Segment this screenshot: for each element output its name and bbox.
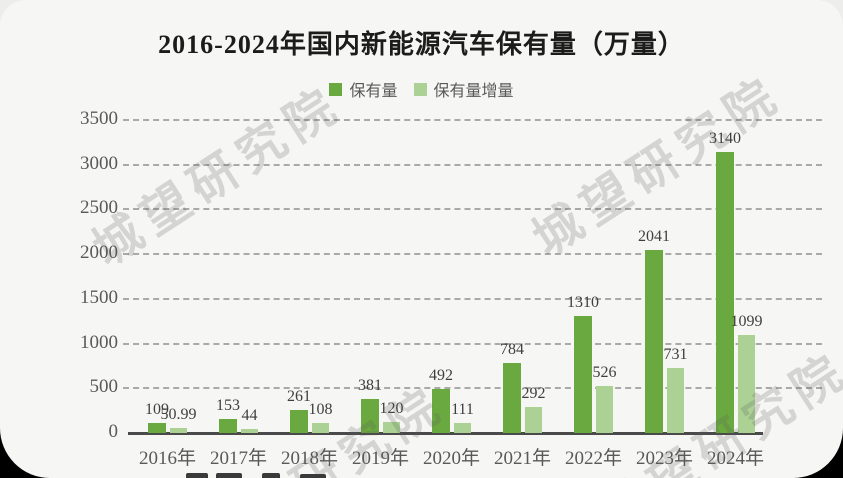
bar-value-label: 731 xyxy=(663,345,688,363)
legend-label: 保有量 xyxy=(349,83,398,100)
cropped-text-fragment xyxy=(186,473,208,478)
bar-保有量增量-2018年 xyxy=(312,423,329,433)
x-tick-label: 2021年 xyxy=(493,448,552,469)
chart-legend: 保有量 保有量增量 xyxy=(0,77,843,101)
y-tick-label: 3500 xyxy=(80,108,118,129)
bar-保有量增量-2022年 xyxy=(596,385,613,433)
bar-value-label: 492 xyxy=(429,367,453,384)
bar-value-label: 292 xyxy=(521,384,546,402)
gridline-2000 xyxy=(123,253,822,256)
bar-保有量增量-2016年 xyxy=(170,428,187,433)
bar-保有量增量-2023年 xyxy=(667,367,684,433)
y-tick-label: 2500 xyxy=(80,197,118,219)
bar-value-label: 120 xyxy=(379,400,404,418)
y-tick-label: 3000 xyxy=(80,152,118,174)
gridline-500 xyxy=(123,387,822,390)
cropped-text-fragment xyxy=(262,473,280,478)
bar-保有量-2019年 xyxy=(361,398,379,433)
bar-保有量-2023年 xyxy=(645,250,663,433)
y-tick-label: 1000 xyxy=(80,331,118,353)
bar-value-label: 261 xyxy=(287,387,311,405)
bar-保有量-2017年 xyxy=(219,419,237,433)
bar-保有量-2020年 xyxy=(432,389,450,433)
bar-保有量-2024年 xyxy=(716,152,734,433)
gridline-3500 xyxy=(123,119,822,121)
bar-value-label: 153 xyxy=(216,397,240,415)
legend-swatch xyxy=(329,82,343,96)
bar-保有量增量-2021年 xyxy=(525,406,542,433)
y-tick-label: 1500 xyxy=(80,286,118,308)
x-tick-label: 2023年 xyxy=(635,448,694,469)
bar-value-label: 526 xyxy=(592,363,617,381)
gridline-1000 xyxy=(123,342,822,345)
bar-保有量-2018年 xyxy=(290,409,308,433)
y-tick-label: 500 xyxy=(89,376,119,398)
bar-保有量增量-2024年 xyxy=(738,334,755,433)
x-tick-label: 2020年 xyxy=(422,448,481,469)
bar-value-label: 3140 xyxy=(709,130,741,148)
bar-保有量增量-2020年 xyxy=(454,423,471,433)
bar-value-label: 381 xyxy=(358,376,382,394)
gridline-2500 xyxy=(123,208,822,211)
x-tick-label: 2017年 xyxy=(209,448,268,469)
bar-value-label: 108 xyxy=(308,401,333,419)
bar-value-label: 2041 xyxy=(638,228,670,246)
bar-value-label: 44 xyxy=(241,407,258,425)
bar-保有量-2016年 xyxy=(148,423,166,433)
bar-value-label: 784 xyxy=(500,340,524,358)
legend-item-保有量增量: 保有量增量 xyxy=(413,77,514,101)
x-axis-line xyxy=(128,432,763,435)
bar-value-label: 109 xyxy=(145,401,169,419)
x-tick-label: 2022年 xyxy=(564,448,623,469)
chart-title: 2016-2024年国内新能源汽车保有量（万量） xyxy=(158,30,685,59)
bar-保有量增量-2017年 xyxy=(241,429,258,433)
bar-value-label: 50.99 xyxy=(160,406,197,424)
bar-保有量-2022年 xyxy=(574,315,592,433)
bar-保有量-2021年 xyxy=(503,362,521,433)
legend-label: 保有量增量 xyxy=(433,83,514,100)
x-tick-label: 2024年 xyxy=(706,448,765,469)
y-tick-label: 0 xyxy=(108,421,119,442)
cropped-text-fragment xyxy=(216,473,242,478)
legend-item-保有量: 保有量 xyxy=(329,77,398,101)
bar-value-label: 1310 xyxy=(567,293,599,311)
bar-value-label: 111 xyxy=(451,401,474,419)
legend-swatch xyxy=(413,82,427,96)
gridline-1500 xyxy=(123,297,822,300)
bar-value-label: 1099 xyxy=(730,312,763,330)
x-tick-label: 2016年 xyxy=(138,448,197,469)
x-tick-label: 2018年 xyxy=(280,448,339,469)
y-tick-label: 2000 xyxy=(80,242,118,264)
cropped-text-fragment xyxy=(300,474,326,478)
x-tick-label: 2019年 xyxy=(351,448,410,469)
bar-保有量增量-2019年 xyxy=(383,422,400,433)
gridline-3000 xyxy=(123,163,822,166)
